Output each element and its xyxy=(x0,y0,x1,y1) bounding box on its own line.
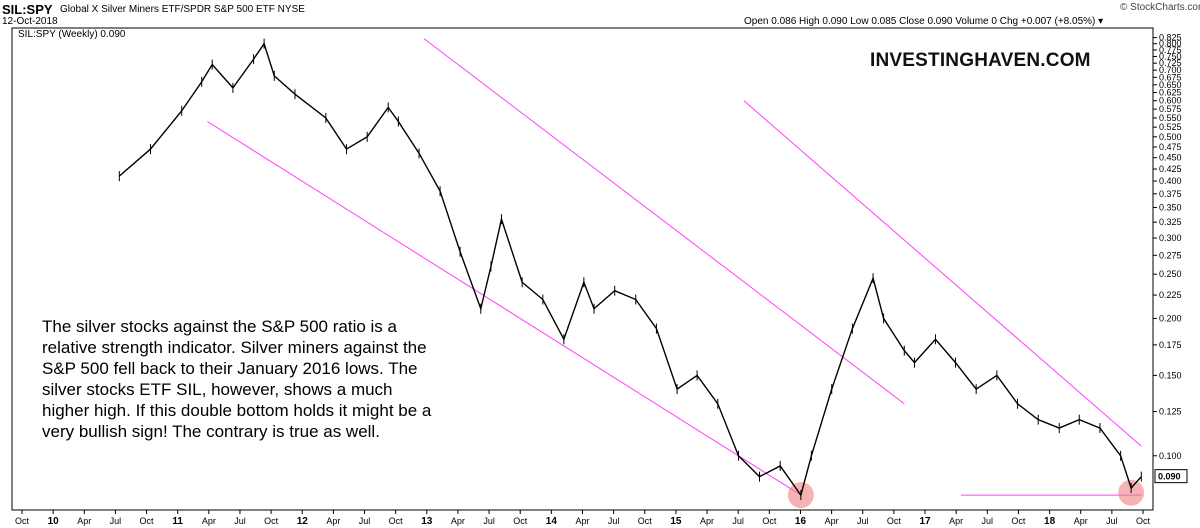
x-tick-label: Oct xyxy=(1011,516,1026,526)
last-value-box xyxy=(1154,469,1188,484)
x-tick-label: Oct xyxy=(887,516,902,526)
legend-series-label: SIL:SPY (Weekly) 0.090 xyxy=(18,29,126,40)
x-tick-label: 11 xyxy=(172,516,183,527)
y-tick-label: 0.550 xyxy=(1159,113,1182,123)
x-tick-label: 14 xyxy=(546,516,558,527)
annotation-text: The silver stocks against the S&P 500 ra… xyxy=(42,317,432,441)
y-tick-label: 0.300 xyxy=(1159,233,1182,243)
y-tick-label: 0.800 xyxy=(1159,39,1182,49)
y-tick-label: 0.675 xyxy=(1159,72,1182,82)
x-tick-label: Jul xyxy=(857,516,869,526)
exchange-text: NYSE xyxy=(277,4,305,15)
x-tick-label: Oct xyxy=(513,516,528,526)
y-tick-label: 0.450 xyxy=(1159,153,1182,163)
y-tick-label: 0.700 xyxy=(1159,65,1182,75)
y-tick-label: 0.750 xyxy=(1159,51,1182,61)
x-tick-label: Jul xyxy=(359,516,371,526)
x-tick-label: Oct xyxy=(1136,516,1151,526)
x-tick-label: Apr xyxy=(326,516,340,526)
trendline xyxy=(743,100,1142,447)
y-tick-label: 0.225 xyxy=(1159,290,1182,300)
x-tick-label: Jul xyxy=(732,516,744,526)
x-tick-label: Oct xyxy=(638,516,653,526)
description-text: Global X Silver Miners ETF/SPDR S&P 500 … xyxy=(60,4,275,15)
y-tick-label: 0.525 xyxy=(1159,122,1182,132)
y-tick-label: 0.775 xyxy=(1159,45,1182,55)
watermark-text: INVESTINGHAVEN.COM xyxy=(870,50,1091,71)
x-tick-label: 18 xyxy=(1044,516,1056,527)
x-tick-label: 17 xyxy=(919,516,931,527)
symbol-description: Global X Silver Miners ETF/SPDR S&P 500 … xyxy=(60,4,305,15)
y-tick-label: 0.625 xyxy=(1159,88,1182,98)
x-tick-label: 15 xyxy=(670,516,682,527)
x-tick-label: 13 xyxy=(421,516,433,527)
last-value-label: 0.090 xyxy=(1158,472,1181,482)
x-tick-label: Oct xyxy=(389,516,404,526)
y-tick-label: 0.400 xyxy=(1159,176,1182,186)
y-tick-label: 0.650 xyxy=(1159,80,1182,90)
trendline xyxy=(423,38,905,405)
y-tick-label: 0.200 xyxy=(1159,313,1182,323)
y-tick-label: 0.600 xyxy=(1159,96,1182,106)
y-tick-label: 0.175 xyxy=(1159,340,1182,350)
chart-date: 12-Oct-2018 xyxy=(2,16,58,27)
x-tick-label: Apr xyxy=(202,516,216,526)
x-tick-label: Oct xyxy=(140,516,155,526)
x-tick-label: Jul xyxy=(234,516,246,526)
x-tick-label: Oct xyxy=(264,516,279,526)
trendline xyxy=(207,121,802,496)
x-tick-label: Jul xyxy=(608,516,620,526)
y-tick-label: 0.500 xyxy=(1159,132,1182,142)
x-tick-label: Apr xyxy=(451,516,465,526)
x-tick-label: Apr xyxy=(1074,516,1088,526)
x-tick-label: Jul xyxy=(1106,516,1118,526)
x-tick-label: Jul xyxy=(110,516,122,526)
stockcharts-credit: © StockCharts.com xyxy=(1120,2,1200,13)
y-tick-label: 0.150 xyxy=(1159,370,1182,380)
x-tick-label: 10 xyxy=(48,516,60,527)
y-tick-label: 0.575 xyxy=(1159,104,1182,114)
x-tick-label: Jul xyxy=(982,516,994,526)
x-tick-label: Apr xyxy=(949,516,963,526)
x-tick-label: Oct xyxy=(15,516,30,526)
y-tick-label: 0.475 xyxy=(1159,142,1182,152)
x-tick-label: Apr xyxy=(825,516,839,526)
y-tick-label: 0.725 xyxy=(1159,58,1182,68)
y-tick-label: 0.100 xyxy=(1159,451,1182,461)
y-tick-label: 0.275 xyxy=(1159,250,1182,260)
y-tick-label: 0.375 xyxy=(1159,189,1182,199)
y-tick-label: 0.425 xyxy=(1159,164,1182,174)
x-tick-label: 12 xyxy=(297,516,309,527)
ohlc-readout: Open 0.086 High 0.090 Low 0.085 Close 0.… xyxy=(744,16,1104,27)
x-tick-label: Apr xyxy=(575,516,589,526)
y-tick-label: 0.125 xyxy=(1159,407,1182,417)
symbol-label: SIL:SPY xyxy=(2,2,53,17)
x-tick-label: Apr xyxy=(700,516,714,526)
x-tick-label: Apr xyxy=(77,516,91,526)
x-tick-label: Oct xyxy=(762,516,777,526)
y-tick-label: 0.350 xyxy=(1159,203,1182,213)
x-tick-label: 16 xyxy=(795,516,807,527)
y-tick-label: 0.325 xyxy=(1159,217,1182,227)
y-tick-label: 0.250 xyxy=(1159,269,1182,279)
y-tick-label: 0.825 xyxy=(1159,33,1182,43)
x-tick-label: Jul xyxy=(483,516,495,526)
